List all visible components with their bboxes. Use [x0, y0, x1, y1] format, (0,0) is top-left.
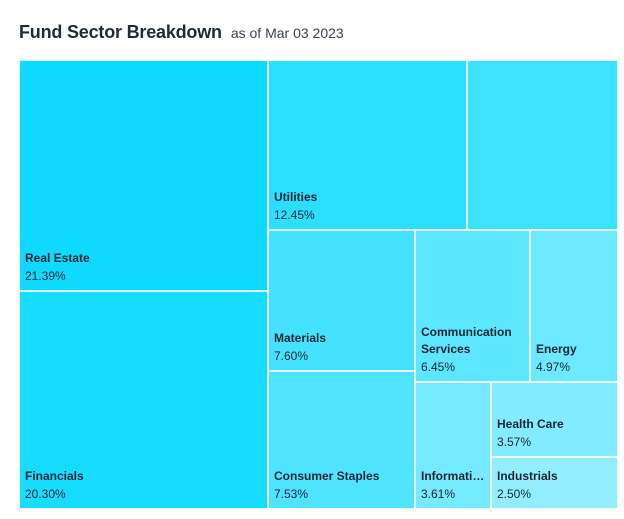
sector-name: Utilities: [274, 190, 318, 204]
sector-weight: 2.50%: [497, 487, 532, 501]
sector-name: Health Care: [497, 417, 564, 431]
sector-name: Industrials: [497, 469, 558, 483]
sector-name: Financials: [25, 469, 84, 483]
tile-label: Information Technology 3.61%: [421, 468, 487, 503]
sector-name: Materials: [274, 331, 327, 345]
sector-name: Information Technology: [421, 469, 487, 483]
treemap-tile-materials[interactable]: Materials 7.60%: [268, 230, 415, 371]
sector-weight: 4.97%: [536, 360, 571, 374]
chart-title: Fund Sector Breakdown: [19, 22, 222, 42]
sector-name: Communication Services: [421, 325, 512, 356]
sector-name: Consumer Staples: [274, 469, 380, 483]
sector-weight: 7.53%: [274, 487, 309, 501]
sector-weight: 3.57%: [497, 435, 532, 449]
treemap-tile-unlabeled-sector[interactable]: [467, 60, 618, 230]
treemap-tile-industrials[interactable]: Industrials 2.50%: [491, 457, 618, 509]
treemap-tile-communication-services[interactable]: Communication Services 6.45%: [415, 230, 530, 382]
tile-label: Real Estate 21.39%: [25, 250, 264, 285]
as-of-date: as of Mar 03 2023: [230, 25, 344, 41]
treemap-tile-consumer-staples[interactable]: Consumer Staples 7.53%: [268, 371, 415, 509]
tile-label: Consumer Staples 7.53%: [274, 468, 411, 503]
sector-weight: 7.60%: [274, 349, 309, 363]
sector-name: Energy: [536, 342, 577, 356]
tile-label: Energy 4.97%: [536, 341, 614, 376]
treemap-tile-financials[interactable]: Financials 20.30%: [19, 291, 268, 509]
treemap-tile-energy[interactable]: Energy 4.97%: [530, 230, 618, 382]
tile-label: Financials 20.30%: [25, 468, 264, 503]
tile-label: Utilities 12.45%: [274, 189, 463, 224]
sector-weight: 20.30%: [25, 487, 66, 501]
treemap-tile-information-technology[interactable]: Information Technology 3.61%: [415, 382, 491, 509]
sector-name: Real Estate: [25, 251, 90, 265]
treemap-tile-health-care[interactable]: Health Care 3.57%: [491, 382, 618, 457]
tile-label: Communication Services 6.45%: [421, 324, 526, 376]
sector-weight: 6.45%: [421, 360, 456, 374]
treemap-tile-real-estate[interactable]: Real Estate 21.39%: [19, 60, 268, 291]
tile-label: Materials 7.60%: [274, 330, 411, 365]
sector-weight: 12.45%: [274, 208, 315, 222]
chart-header: Fund Sector Breakdown as of Mar 03 2023: [19, 22, 344, 44]
treemap-tile-utilities[interactable]: Utilities 12.45%: [268, 60, 467, 230]
sector-weight: 3.61%: [421, 487, 456, 501]
tile-label: Health Care 3.57%: [497, 416, 614, 451]
sector-weight: 21.39%: [25, 269, 66, 283]
tile-label: Industrials 2.50%: [497, 468, 614, 503]
